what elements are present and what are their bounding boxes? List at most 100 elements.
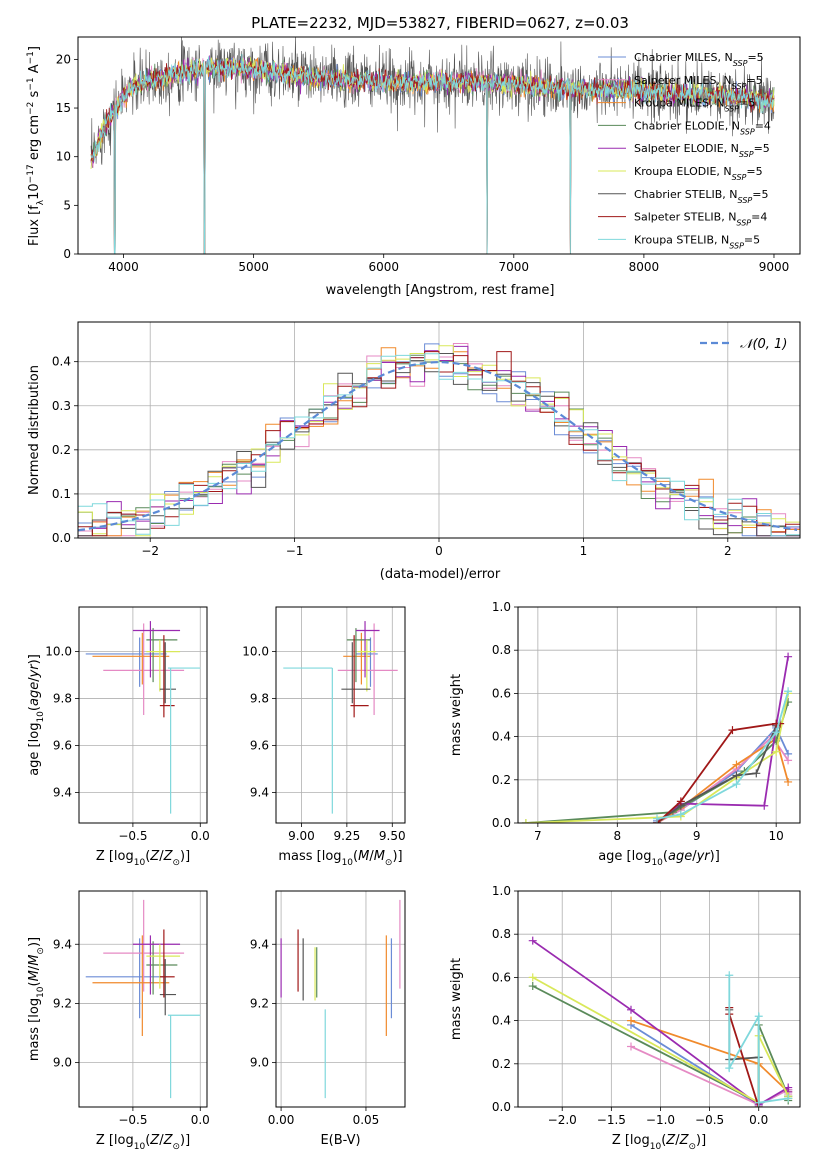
legend-entry: Salpeter ELODIE, NSSP=5	[634, 142, 770, 159]
weight-vs-age-x-label: age [log10(age/yr)]	[598, 849, 720, 868]
y-tick-label: 20	[56, 52, 71, 66]
y-tick-label: 0.8	[492, 643, 511, 657]
weight-point-marker	[752, 769, 761, 778]
weight-point-marker	[784, 687, 793, 696]
y-tick-label: 0.2	[492, 773, 511, 787]
y-tick-label: 0.6	[492, 970, 511, 984]
x-tick-label: 9	[693, 829, 701, 843]
weight-point-marker	[676, 797, 685, 806]
weight-point-marker	[728, 726, 737, 735]
age-vs-Z-y-label: age [log10(age/yr)]	[27, 654, 46, 776]
legend-entry: Chabrier MILES, NSSP=5	[634, 51, 764, 68]
legend-entry: Salpeter MILES, NSSP=5	[634, 74, 763, 91]
x-tick-label: 8	[613, 829, 621, 843]
y-tick-label: 5	[63, 198, 71, 212]
weight-point-marker	[626, 1016, 635, 1025]
x-tick-label: −1.5	[597, 1113, 626, 1127]
weight-point-marker	[528, 936, 537, 945]
y-tick-label: 0.0	[492, 1100, 511, 1114]
normal-reference-curve	[78, 360, 798, 532]
x-tick-label: 5000	[238, 260, 269, 274]
weight-point-marker	[521, 819, 530, 823]
x-tick-label: 0.00	[268, 1113, 295, 1127]
y-tick-label: 0.6	[492, 686, 511, 700]
y-tick-label: 9.0	[250, 1056, 269, 1070]
axes-frame	[517, 890, 801, 1108]
age-vs-Z-x-label: Z [log10(Z/Z⊙)]	[96, 849, 190, 868]
x-tick-label: 8000	[629, 260, 660, 274]
legend-entry: Kroupa MILES, NSSP=5	[634, 97, 755, 114]
axes-frame	[78, 890, 208, 1108]
plot-area	[521, 652, 793, 823]
spectrum-line	[90, 53, 775, 254]
y-tick-label: 0.4	[52, 355, 71, 369]
spectrum-legend: Chabrier MILES, NSSP=5 Salpeter MILES, NS…	[598, 51, 771, 250]
y-tick-label: 0.3	[52, 399, 71, 413]
y-tick-label: 0	[63, 247, 71, 261]
y-tick-label: 9.4	[250, 785, 269, 799]
weight-vs-metallicity-plot: −2.0 −1.5 −1.0 −0.5 0.0 0.0 0.2 0.4 0.6 0.8 1.0 Z […	[449, 884, 801, 1152]
weight-point-marker	[528, 982, 537, 991]
x-tick-label: −1.0	[646, 1113, 675, 1127]
plot-area	[283, 621, 398, 814]
axes-frame	[78, 606, 208, 824]
y-tick-label: 0.0	[52, 531, 71, 545]
legend-entry: Chabrier ELODIE, NSSP=4	[634, 119, 771, 136]
weight-point-marker	[772, 747, 781, 756]
x-tick-label: 0.0	[749, 1113, 768, 1127]
weight-point-marker	[732, 771, 741, 780]
weight-point-marker	[760, 801, 769, 810]
x-tick-label: −1	[286, 544, 304, 558]
x-tick-label: 9.25	[333, 829, 360, 843]
weight-point-marker	[754, 1012, 763, 1021]
plot-area	[85, 899, 201, 1099]
legend-entry: Kroupa STELIB, NSSP=5	[634, 233, 760, 250]
x-tick-label: 0.05	[353, 1113, 380, 1127]
spectrum-y-label: Flux [fλ10−17 erg cm−2 s−1 A−1]	[26, 46, 46, 246]
grid	[79, 891, 207, 1107]
plot-area	[85, 621, 201, 814]
x-tick-label: 6000	[368, 260, 399, 274]
weight-point-marker	[784, 777, 793, 786]
weight-point-marker	[772, 728, 781, 737]
x-tick-label: 7	[534, 829, 542, 843]
weight-point-marker	[784, 1094, 793, 1103]
weight-series-line	[656, 690, 789, 820]
spectrum-line	[90, 54, 775, 254]
weight-vs-age-plot: 7 8 9 10 0.0 0.2 0.4 0.6 0.8 1.0 age [log10(age/yr…	[449, 600, 801, 868]
x-tick-label: −0.5	[695, 1113, 724, 1127]
weight-point-marker	[784, 756, 793, 765]
x-tick-label: 0.0	[191, 829, 210, 843]
mass-vs-extinction-plot: 0.00 0.05 9.0 9.2 9.4 E(B-V)	[250, 890, 406, 1148]
weight-y-label: mass weight	[449, 958, 464, 1040]
y-tick-label: 9.2	[53, 996, 72, 1010]
histogram-step	[78, 345, 800, 537]
y-tick-label: 1.0	[492, 600, 511, 614]
x-tick-label: 7000	[499, 260, 530, 274]
x-tick-label: 0.0	[191, 1113, 210, 1127]
spectrum-x-label: wavelength [Angstrom, rest frame]	[326, 283, 555, 298]
y-tick-label: 0.8	[492, 927, 511, 941]
legend-entry: Salpeter STELIB, NSSP=4	[634, 211, 767, 228]
weight-point-marker	[754, 1098, 763, 1107]
plot-area	[78, 343, 800, 537]
x-tick-label: 4000	[108, 260, 139, 274]
legend-entry: 𝒩(0, 1)	[740, 337, 787, 352]
x-tick-label: 0	[435, 544, 443, 558]
y-tick-label: 9.4	[53, 785, 72, 799]
axes-frame	[77, 36, 801, 255]
weight-y-label: mass weight	[449, 674, 464, 756]
weight-point-marker	[732, 780, 741, 789]
y-tick-label: 9.0	[53, 1056, 72, 1070]
y-tick-label: 0.2	[52, 443, 71, 457]
axes-frame	[275, 606, 406, 824]
y-tick-label: 9.2	[250, 996, 269, 1010]
x-tick-label: −0.5	[118, 829, 147, 843]
x-tick-label: 1	[580, 544, 588, 558]
y-tick-label: 9.4	[250, 937, 269, 951]
x-tick-label: −0.5	[118, 1113, 147, 1127]
age-vs-metallicity-plot: −0.5 0.0 9.4 9.6 9.8 10.0 Z [log10(Z/Z⊙)] age […	[27, 606, 210, 868]
y-tick-label: 1.0	[492, 884, 511, 898]
plot-area	[280, 899, 401, 1099]
